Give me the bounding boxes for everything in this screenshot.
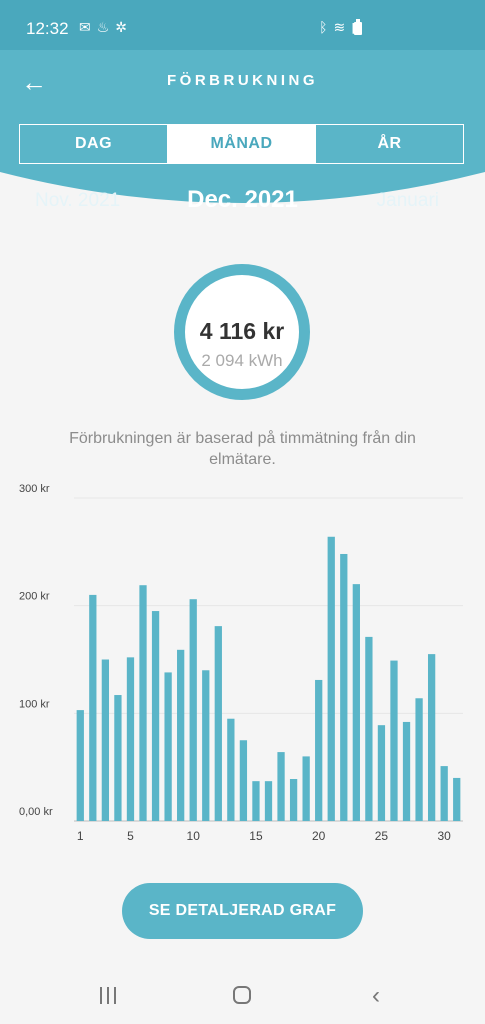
bar-day-28[interactable] [415, 698, 423, 821]
bar-day-2[interactable] [89, 594, 97, 821]
tab-month[interactable]: MÅNAD [167, 125, 315, 163]
bar-day-16[interactable] [264, 781, 273, 821]
bar-day-3[interactable] [101, 659, 110, 822]
x-tick-label: 5 [127, 829, 134, 843]
y-tick-label: 100 kr [19, 698, 50, 710]
bar-day-6[interactable] [139, 585, 147, 821]
next-month[interactable]: Januari [376, 190, 439, 211]
bar-day-13[interactable] [227, 718, 235, 821]
bar-day-23[interactable] [352, 584, 360, 821]
system-nav-bar: ‹ [0, 968, 485, 1024]
y-tick-label: 200 kr [19, 591, 50, 603]
status-bar: 12:32 ✉♨✲ ᛒ≋▮ [0, 0, 485, 50]
recents-icon[interactable] [99, 987, 119, 1005]
info-text: Förbrukningen är baserad på timmätning f… [69, 430, 416, 468]
back-icon[interactable]: ‹ [372, 982, 380, 1009]
back-arrow-icon[interactable]: ← [21, 67, 47, 97]
x-tick-label: 30 [437, 829, 451, 843]
y-tick-label: 0,00 kr [19, 806, 53, 818]
y-tick-label: 300 kr [19, 483, 50, 495]
bar-day-19[interactable] [302, 756, 310, 821]
bar-day-21[interactable] [327, 536, 335, 821]
current-month: Dec. 2021 [187, 186, 298, 213]
detailed-graph-button[interactable]: SE DETALJERAD GRAF [122, 883, 363, 939]
page-title: FÖRBRUKNING [167, 72, 318, 89]
x-tick-label: 1 [77, 829, 84, 843]
x-tick-label: 10 [187, 829, 201, 843]
total-cost: 4 116 kr [199, 318, 285, 344]
bar-day-10[interactable] [189, 599, 197, 821]
bar-day-30[interactable] [440, 766, 448, 821]
header-wave [0, 172, 485, 233]
bluetooth-icon: ᛒ [319, 19, 334, 35]
bar-day-12[interactable] [214, 626, 222, 821]
bar-day-18[interactable] [289, 779, 298, 821]
home-icon[interactable] [233, 986, 251, 1004]
fan-icon: ✲ [115, 19, 134, 35]
bar-day-26[interactable] [390, 660, 398, 821]
alert-icon: ♨ [96, 19, 116, 35]
bar-day-9[interactable] [177, 649, 185, 821]
bar-day-8[interactable] [164, 672, 172, 821]
bar-day-24[interactable] [365, 636, 373, 821]
tab-year[interactable]: ÅR [315, 125, 463, 163]
status-notification-icons: ✉♨✲ [79, 19, 133, 36]
bar-day-15[interactable] [252, 781, 260, 821]
bar-day-29[interactable] [427, 654, 436, 821]
bar-day-7[interactable] [151, 611, 160, 821]
tab-day[interactable]: DAG [74, 135, 113, 152]
bar-day-17[interactable] [277, 752, 285, 821]
summary-ring: 4 116 kr 2 094 kWh [174, 264, 310, 400]
wifi-icon: ≋ [333, 19, 352, 35]
previous-month[interactable]: Nov. 2021 [35, 190, 121, 211]
bar-day-11[interactable] [202, 670, 210, 821]
bar-day-14[interactable] [239, 740, 248, 821]
x-tick-label: 15 [249, 829, 263, 843]
total-energy: 2 094 kWh [201, 351, 283, 370]
battery-icon [354, 19, 362, 35]
x-tick-label: 20 [312, 829, 326, 843]
bar-day-5[interactable] [126, 657, 135, 821]
period-tabs: DAG MÅNAD ÅR [19, 124, 464, 164]
status-time: 12:32 [26, 19, 69, 38]
bar-day-1[interactable] [76, 710, 84, 821]
bar-day-22[interactable] [340, 553, 348, 821]
notification-icon: ✉ [79, 19, 97, 35]
bar-day-4[interactable] [114, 695, 122, 821]
x-tick-label: 25 [375, 829, 389, 843]
bar-day-27[interactable] [402, 721, 411, 821]
bar-day-31[interactable] [453, 777, 461, 821]
bar-day-25[interactable] [377, 725, 386, 821]
bar-day-20[interactable] [315, 679, 323, 821]
